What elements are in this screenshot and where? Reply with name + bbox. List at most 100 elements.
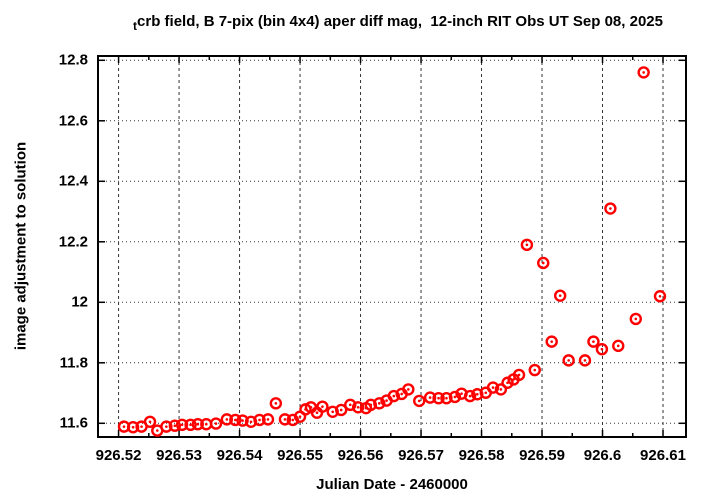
data-point-dot	[321, 405, 324, 408]
data-point-dot	[369, 403, 373, 407]
data-point	[512, 368, 526, 382]
data-point-dot	[241, 419, 244, 422]
data-point	[326, 405, 339, 419]
data-point-dot	[234, 418, 237, 422]
y-tick-label: 11.8	[59, 354, 88, 372]
data-point	[126, 421, 140, 434]
data-point-dot	[377, 402, 381, 405]
data-point-dot	[592, 340, 595, 343]
data-point	[364, 398, 378, 412]
data-point-dot	[491, 386, 495, 389]
data-point	[463, 389, 477, 403]
x-tick-label: 926.54	[216, 447, 263, 464]
data-point-dot	[148, 420, 152, 424]
data-point	[537, 256, 550, 270]
y-tick-label: 12.6	[58, 112, 88, 130]
data-point-dot	[460, 392, 463, 395]
data-point-dot	[122, 425, 126, 428]
data-point-dot	[298, 415, 302, 418]
data-point-dot	[445, 396, 448, 400]
data-point-dot	[249, 420, 253, 424]
data-point-dot	[428, 396, 432, 399]
data-point-dot	[400, 392, 403, 396]
data-point-dot	[283, 418, 287, 421]
data-point	[471, 388, 484, 401]
y-tick-label: 11.6	[59, 414, 88, 432]
data-point-dot	[468, 394, 472, 398]
data-point-dot	[541, 261, 545, 265]
chart-title: tcrb field, B 7-pix (bin 4x4) aper diff …	[133, 13, 663, 33]
data-point	[494, 383, 508, 396]
data-point	[160, 420, 173, 433]
x-tick-label: 926.57	[398, 447, 444, 464]
data-point	[653, 290, 667, 303]
x-tick-label: 926.6	[583, 447, 622, 464]
data-point-dot	[339, 408, 343, 412]
y-tick-label: 12.8	[58, 51, 88, 69]
data-point	[316, 400, 329, 413]
data-point-dot	[348, 403, 352, 407]
data-point-dot	[204, 422, 208, 426]
data-point-dot	[475, 392, 479, 396]
data-point-dot	[600, 347, 604, 351]
data-point	[587, 335, 600, 348]
data-point	[220, 413, 234, 426]
data-point	[440, 391, 453, 405]
data-point-dot	[634, 317, 638, 321]
title-text: crb field, B 7-pix (bin 4x4) aper diff m…	[137, 13, 663, 30]
data-point-dot	[131, 425, 135, 429]
x-tick-label: 926.59	[519, 447, 565, 464]
data-point	[595, 342, 609, 356]
data-point	[373, 397, 386, 410]
data-point-dot	[189, 423, 192, 427]
data-point	[528, 363, 541, 377]
data-point-dot	[258, 418, 261, 422]
data-point	[191, 418, 205, 431]
data-point-dot	[315, 411, 319, 415]
data-point	[486, 381, 500, 394]
data-point	[269, 397, 283, 410]
data-point	[520, 238, 534, 252]
data-point-dot	[417, 399, 421, 403]
data-point	[344, 398, 357, 412]
data-point	[612, 339, 625, 353]
data-point-dot	[331, 410, 335, 414]
data-point-dot	[173, 424, 177, 428]
y-tick-label: 12.4	[58, 172, 88, 190]
data-point-dot	[517, 373, 521, 377]
data-point	[545, 335, 558, 348]
x-axis-label: Julian Date - 2460000	[316, 476, 468, 493]
data-point	[244, 415, 258, 428]
x-tick-label: 926.61	[640, 447, 686, 464]
data-point	[604, 202, 617, 215]
x-tick-label: 926.55	[277, 447, 323, 464]
data-point	[334, 403, 348, 417]
y-axis-label: image adjustment to solution	[12, 141, 30, 351]
data-point	[168, 419, 182, 432]
x-tick-label: 926.58	[458, 447, 505, 464]
data-point-dot	[567, 359, 570, 362]
data-point	[387, 389, 401, 403]
title-subscript: t	[133, 19, 138, 33]
data-point-dot	[499, 388, 503, 391]
data-point-dot	[165, 425, 168, 428]
data-point-dot	[266, 418, 270, 421]
data-point	[423, 391, 437, 404]
data-point-dot	[525, 243, 529, 247]
data-point	[553, 289, 567, 302]
data-point-dot	[658, 294, 662, 298]
data-point-dot	[484, 391, 488, 395]
y-tick-label: 12	[71, 293, 88, 311]
data-point	[229, 413, 242, 427]
data-point	[209, 417, 223, 430]
data-point	[175, 418, 189, 432]
data-point-dot	[225, 418, 229, 421]
data-point	[253, 413, 266, 427]
data-point-dot	[140, 425, 143, 428]
data-point	[236, 414, 249, 427]
data-point	[184, 418, 197, 432]
data-point-dot	[155, 429, 159, 432]
data-point	[261, 413, 275, 426]
